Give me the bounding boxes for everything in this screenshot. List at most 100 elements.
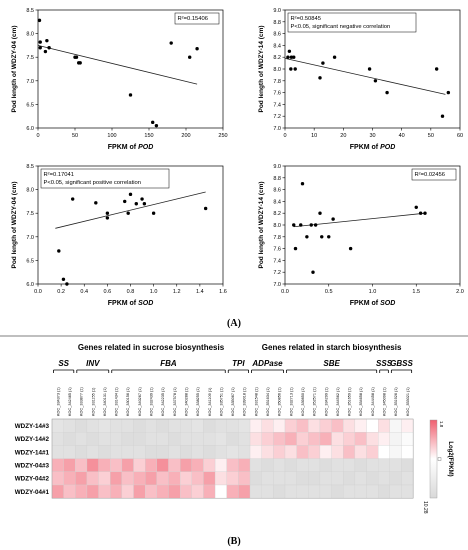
- group-title-sucrose: Genes related in sucrose biosynthesis: [78, 343, 225, 352]
- heatmap-cell: [319, 484, 332, 499]
- heatmap-cell: [145, 458, 157, 472]
- column-label: KOC_342235 (1): [161, 387, 165, 416]
- data-point: [332, 55, 337, 59]
- heatmap-cell: [226, 458, 239, 472]
- heatmap-cell: [273, 432, 286, 446]
- family-label: GBSS: [390, 359, 413, 368]
- data-point: [293, 67, 297, 71]
- column-label: KOC_331155 (1): [91, 387, 95, 416]
- heatmap-cell: [156, 458, 169, 472]
- column-label: KOC_351926 (1): [394, 387, 398, 416]
- heatmap-cell: [249, 484, 262, 499]
- heatmap-cell: [284, 471, 297, 486]
- heatmap-cell: [214, 418, 227, 433]
- heatmap-cell: [86, 445, 99, 459]
- x-tick-label: 10: [311, 133, 317, 139]
- x-axis-label-prefix: FPKM of: [350, 144, 380, 151]
- heatmap-cell: [168, 471, 181, 486]
- trend-line: [293, 212, 426, 228]
- heatmap-cell: [238, 418, 251, 433]
- data-point: [309, 223, 313, 227]
- heatmap-cell: [238, 445, 251, 459]
- data-point: [61, 277, 66, 281]
- data-point: [70, 197, 75, 201]
- x-tick-label: 0.8: [127, 289, 135, 295]
- data-point: [313, 223, 318, 227]
- family-label: TPI: [232, 359, 245, 368]
- column-label: KOC_335067 (1): [231, 387, 235, 416]
- y-tick-label: 8.5: [26, 164, 34, 170]
- heatmap-cell: [75, 418, 88, 433]
- heatmap-cell: [214, 432, 227, 446]
- heatmap-cell: [51, 445, 64, 459]
- x-tick-label: 1.6: [219, 289, 227, 295]
- annotation-box: [174, 12, 220, 25]
- data-point: [37, 18, 42, 23]
- heatmap-cell: [401, 484, 414, 499]
- y-tick-label: 7.0: [273, 282, 281, 288]
- heatmap-cell: [121, 471, 134, 486]
- heatmap-cell: [378, 471, 391, 486]
- heatmap-cell: [273, 418, 286, 433]
- heatmap-cell: [331, 445, 344, 459]
- heatmap-cell: [249, 445, 262, 459]
- x-axis-label-gene: POD: [380, 144, 395, 151]
- heatmap-cell: [191, 445, 204, 459]
- x-axis-label: FPKM of SOD: [350, 300, 396, 307]
- heatmap-cell: [319, 471, 332, 486]
- y-axis-label: Pod length of WDZY-04 (cm): [11, 181, 18, 268]
- heatmap-cell: [261, 458, 274, 472]
- heatmap-cell: [145, 432, 157, 446]
- data-point: [38, 46, 42, 50]
- data-point: [74, 55, 79, 59]
- x-axis-label: FPKM of POD: [350, 144, 396, 151]
- heatmap-cell: [168, 418, 181, 433]
- data-point: [305, 235, 309, 239]
- y-tick-label: 7.2: [273, 270, 281, 276]
- heatmap-cell: [63, 458, 76, 472]
- heatmap-cell: [319, 445, 332, 459]
- column-label: KOC_332713 (1): [289, 387, 293, 416]
- data-point: [418, 211, 423, 215]
- scatter-plot: 0.0 0.2 0.4 0.6 0.8 1.0 1.2 1.4 1.6 6.0 6.5 7.0 7.5 8…: [11, 164, 227, 307]
- heatmap-cell: [133, 458, 146, 472]
- heatmap-cell: [366, 471, 379, 486]
- heatmap-cell: [226, 471, 239, 486]
- heatmap-cell: [86, 471, 99, 486]
- x-tick-label: 30: [369, 133, 375, 139]
- heatmap-cell: [296, 445, 309, 459]
- y-tick-label: 7.0: [26, 235, 34, 241]
- x-tick-label: 20: [340, 133, 346, 139]
- column-label: KOC_353021 (1): [406, 387, 410, 416]
- annotation-text: R²=0.17041: [44, 172, 74, 178]
- heatmap-cell: [343, 432, 356, 446]
- y-tick-label: 6.0: [26, 126, 34, 132]
- heatmap-cell: [203, 484, 216, 499]
- heatmap-cell: [121, 432, 134, 446]
- x-axis-label-gene: POD: [138, 144, 153, 151]
- group-title-starch: Genes related in starch biosynthesis: [262, 343, 402, 352]
- heatmap-cell: [110, 471, 123, 486]
- x-tick-label: 1.2: [173, 289, 181, 295]
- data-point: [318, 76, 322, 80]
- annotation-text: P<0.05, significant positive correlation: [44, 180, 141, 186]
- heatmap-cell: [145, 484, 157, 499]
- data-point: [373, 79, 378, 83]
- heatmap-cell: [203, 445, 216, 459]
- x-tick-label: 0: [283, 133, 286, 139]
- column-label: KOC_351634 (1): [266, 387, 270, 416]
- trend-line: [37, 45, 198, 85]
- scatter-plot: 0.0 0.5 1.0 1.5 2.0 7.0 7.2 7.4 7.6 7.8 8.0 8.2 8.4 8…: [258, 164, 464, 307]
- column-label: KOC_340267 (1): [138, 387, 142, 416]
- heatmap-cell: [296, 432, 309, 446]
- heatmap-cell: [179, 418, 192, 433]
- column-label: KOC_334373 (1): [56, 387, 60, 416]
- heatmap-cell: [319, 418, 332, 433]
- data-point: [300, 182, 305, 186]
- heatmap-cell: [51, 471, 64, 486]
- y-tick-label: 8.4: [273, 43, 281, 49]
- heatmap-cell: [331, 458, 344, 472]
- heatmap-cell: [98, 418, 111, 433]
- heatmap-cell: [179, 484, 192, 499]
- heatmap-cell: [226, 484, 239, 499]
